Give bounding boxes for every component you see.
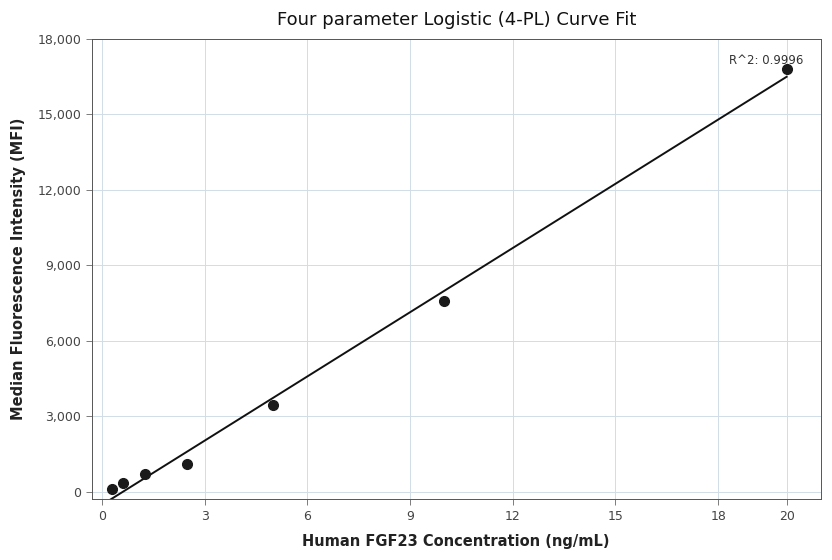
Point xyxy=(138,470,151,479)
Text: R^2: 0.9996: R^2: 0.9996 xyxy=(730,54,804,67)
X-axis label: Human FGF23 Concentration (ng/mL): Human FGF23 Concentration (ng/mL) xyxy=(303,534,610,549)
Point xyxy=(181,460,194,469)
Point xyxy=(116,478,130,487)
Point xyxy=(780,65,793,74)
Title: Four parameter Logistic (4-PL) Curve Fit: Four parameter Logistic (4-PL) Curve Fit xyxy=(276,11,636,29)
Point xyxy=(106,485,119,494)
Y-axis label: Median Fluorescence Intensity (MFI): Median Fluorescence Intensity (MFI) xyxy=(11,118,26,421)
Point xyxy=(266,400,280,409)
Point xyxy=(438,296,451,305)
